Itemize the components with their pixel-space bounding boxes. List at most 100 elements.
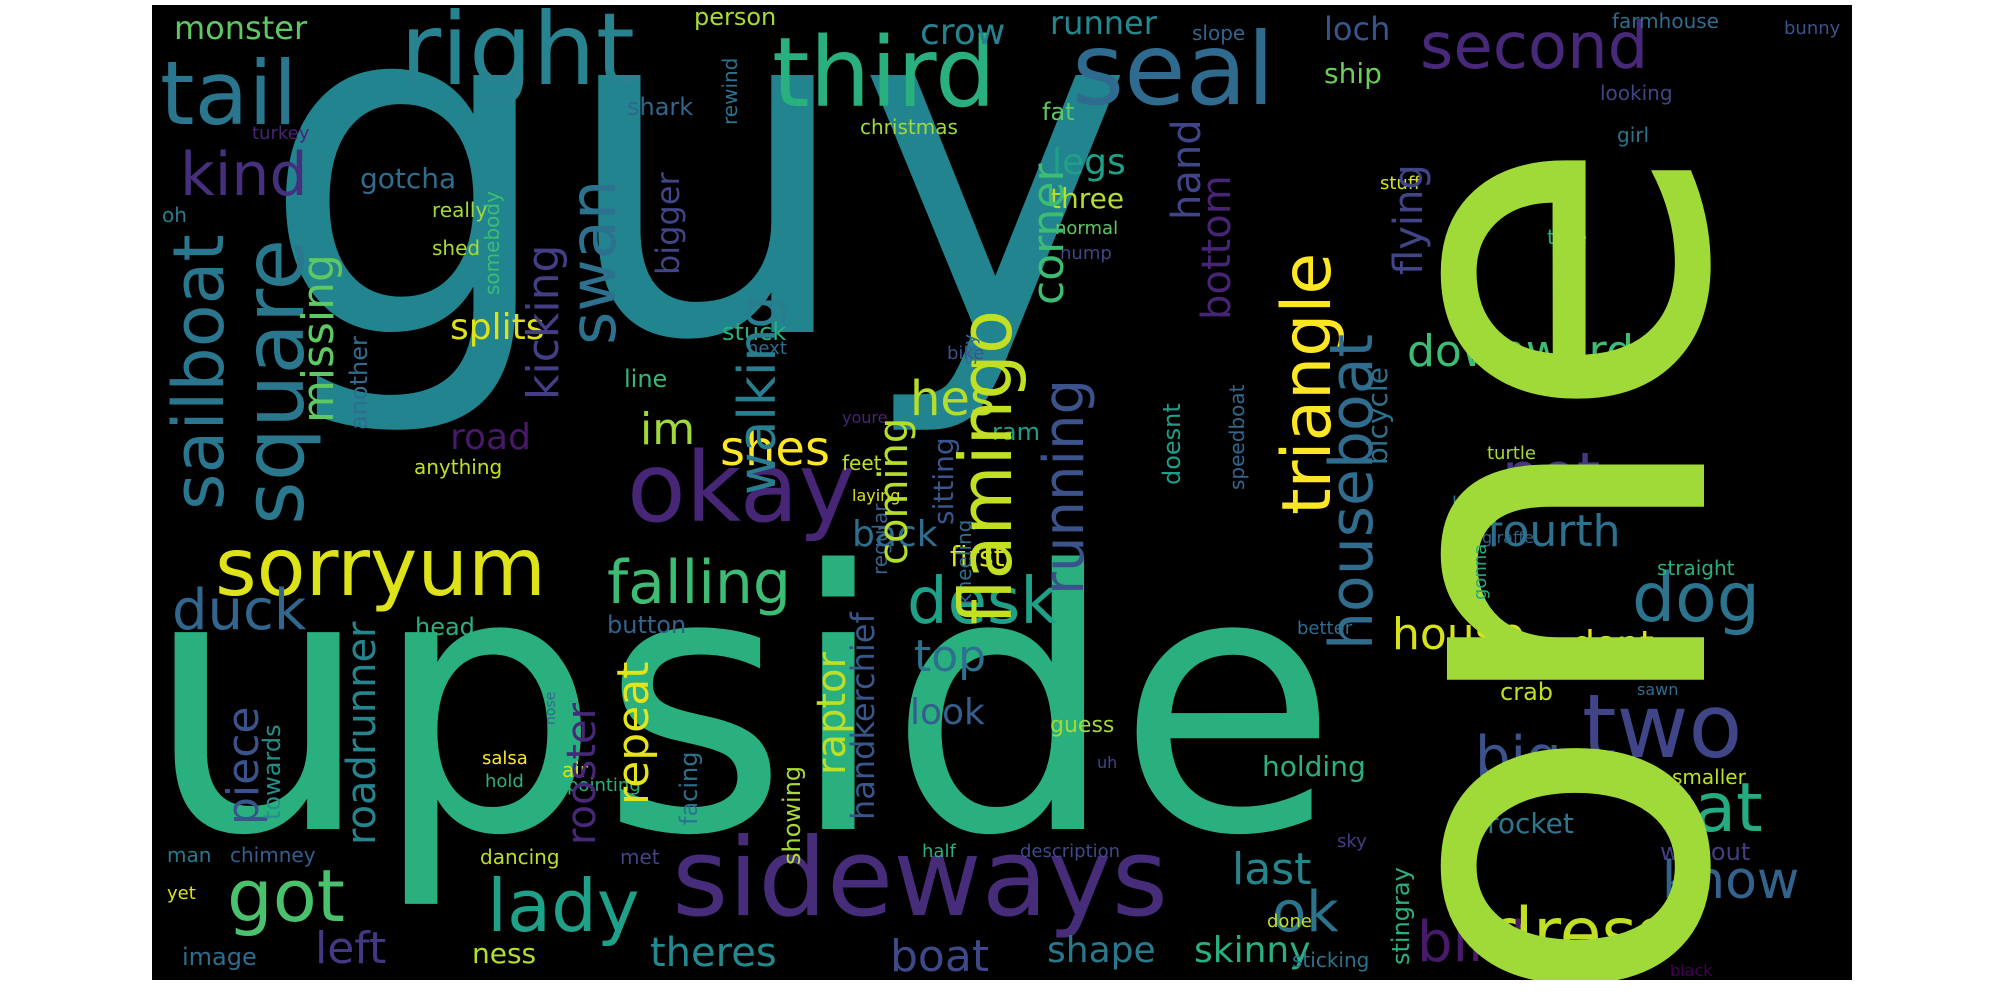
word-big: big <box>1475 725 1562 790</box>
word-bicycle: bicycle <box>1361 367 1394 465</box>
word-rooster: rooster <box>559 702 605 845</box>
word-duck: duck <box>172 578 307 643</box>
word-splits: splits <box>450 307 545 348</box>
word-half: half <box>922 841 956 862</box>
word-sorryum: sorryum <box>215 521 546 614</box>
word-bigger: bigger <box>649 172 687 275</box>
word-description: description <box>1020 841 1121 862</box>
word-fourth: fourth <box>1487 506 1621 557</box>
word-last: last <box>1232 844 1312 895</box>
word-button: button <box>607 611 687 639</box>
word-dress: dress <box>1490 894 1673 973</box>
word-hump: hump <box>1060 243 1112 264</box>
word-say: say <box>960 333 981 365</box>
word-dont: dont <box>1572 624 1654 665</box>
word-first: first <box>950 540 1005 573</box>
word-air: air <box>562 758 589 782</box>
word-tail: tail <box>160 42 298 145</box>
word-yet: yet <box>167 883 196 904</box>
word-gotcha: gotcha <box>360 162 457 195</box>
word-im: im <box>640 404 696 455</box>
word-coming: coming <box>871 417 917 565</box>
word-met: met <box>620 845 660 869</box>
word-really: really <box>432 198 488 222</box>
word-oh: oh <box>162 203 187 227</box>
word-gonna: gonna <box>1470 543 1491 600</box>
word-hold: hold <box>485 771 524 792</box>
word-skinny: skinny <box>1194 930 1311 971</box>
word-shark: shark <box>627 93 694 121</box>
word-back: back <box>852 514 938 555</box>
word-facing: facing <box>675 751 703 825</box>
word-third: third <box>772 17 996 129</box>
word-flying: flying <box>1386 164 1432 275</box>
word-shes: shes <box>720 421 830 477</box>
word-bike: bike <box>947 343 985 364</box>
word-hes: hes <box>910 371 995 427</box>
word-cat: cat <box>1657 769 1763 848</box>
word-walking: walking <box>728 295 788 495</box>
word-tree: tree <box>1547 225 1588 249</box>
word-christmas: christmas <box>860 115 958 139</box>
word-rewind: rewind <box>718 57 742 125</box>
word-boat: boat <box>890 931 990 980</box>
word-holding: holding <box>1262 750 1366 783</box>
word-showing: showing <box>778 765 806 865</box>
word-salsa: salsa <box>482 748 528 769</box>
word-anything: anything <box>414 455 503 479</box>
word-legs: legs <box>1052 142 1126 183</box>
word-image: image <box>182 943 257 971</box>
word-pointing: pointing <box>567 775 641 796</box>
word-seal: seal <box>1072 11 1275 128</box>
word-ram: ram <box>992 418 1040 446</box>
word-roadrunner: roadrunner <box>339 621 385 846</box>
word-stuff: stuff <box>1380 173 1421 194</box>
word-bottom: bottom <box>1194 175 1240 320</box>
word-without: without <box>1660 838 1751 866</box>
word-crow: crow <box>920 12 1006 53</box>
word-dog: dog <box>1632 559 1760 638</box>
word-speedboat: speedboat <box>1225 384 1249 490</box>
word-cloud: guy upside sideways right third seal tai… <box>152 5 1852 980</box>
word-bird: bird <box>1417 910 1526 975</box>
word-sky: sky <box>1337 831 1367 852</box>
word-runner: runner <box>1050 5 1157 42</box>
word-sideways: sideways <box>672 816 1168 941</box>
word-pot: pot <box>1502 440 1601 510</box>
word-sawn: sawn <box>1637 680 1679 699</box>
word-dancing: dancing <box>480 845 560 869</box>
word-road: road <box>450 417 531 458</box>
word-farmhouse: farmhouse <box>1612 9 1719 33</box>
word-turkey: turkey <box>252 123 310 144</box>
word-desk: desk <box>907 565 1058 639</box>
word-rocket: rocket <box>1487 807 1574 840</box>
word-slope: slope <box>1192 21 1246 45</box>
word-second: second <box>1420 10 1649 84</box>
word-black: black <box>1670 961 1713 980</box>
word-man: man <box>167 843 212 867</box>
word-done: done <box>1267 911 1312 932</box>
word-smaller: smaller <box>1672 765 1746 789</box>
word-guy: guy <box>260 5 1135 443</box>
word-handkerchief: handkerchief <box>844 612 882 820</box>
word-shape: shape <box>1047 930 1156 971</box>
word-fat: fat <box>1042 98 1075 126</box>
word-next: next <box>747 338 787 359</box>
word-shed: shed <box>432 236 481 260</box>
word-upside: upside <box>152 495 1339 914</box>
word-sticking: sticking <box>1292 948 1370 972</box>
word-person: person <box>694 5 777 31</box>
word-nose: nose <box>543 691 559 725</box>
word-line: line <box>624 365 668 393</box>
word-missing: missing <box>293 254 344 423</box>
word-better: better <box>1297 618 1353 639</box>
word-three: three <box>1050 182 1125 215</box>
word-swan: swan <box>557 179 631 345</box>
word-doesnt: doesnt <box>1158 403 1186 485</box>
word-downward: downward <box>1407 326 1634 377</box>
word-monster: monster <box>174 9 308 47</box>
word-normal: normal <box>1055 218 1119 239</box>
word-guess: guess <box>1050 713 1115 738</box>
word-girl: girl <box>1617 123 1650 147</box>
word-kind: kind <box>180 140 308 210</box>
